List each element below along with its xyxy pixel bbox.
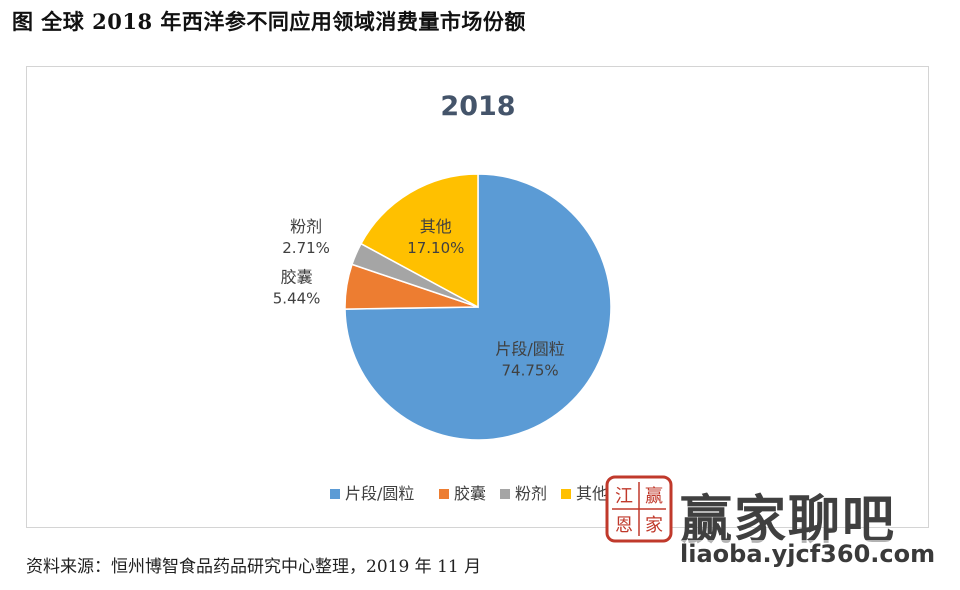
seal-char: 恩: [615, 515, 633, 536]
legend-swatch: [500, 489, 510, 499]
seal-char: 赢: [645, 485, 663, 507]
legend-label: 片段/圆粒: [345, 484, 414, 503]
chart-title: 2018: [440, 91, 515, 122]
legend-label: 其他: [576, 484, 608, 503]
watermark-url: liaoba.yjcf360.com: [680, 540, 936, 568]
legend-swatch: [561, 489, 571, 499]
chart-area: 2018 片段/圆粒 74.75% 胶囊 5.44% 粉剂 2.71% 其他 17.10% 片…: [26, 66, 929, 528]
slice-value-label: 74.75%: [501, 361, 558, 379]
slice-name-label: 粉剂: [290, 217, 322, 236]
slice-name-label: 其他: [420, 217, 452, 236]
slice-labels: 片段/圆粒 74.75% 胶囊 5.44% 粉剂 2.71% 其他 17.10%: [273, 217, 565, 379]
legend: 片段/圆粒 胶囊 粉剂 其他: [330, 484, 608, 503]
pie-slice: [360, 173, 479, 309]
source-note: 资料来源：恒州博智食品药品研究中心整理，2019 年 11 月: [26, 557, 482, 577]
slice-name-label: 片段/圆粒: [495, 339, 564, 358]
legend-label: 粉剂: [515, 484, 547, 503]
legend-swatch: [439, 489, 449, 499]
watermark: 江 赢 恩 家 赢家聊吧 liaoba.yjcf360.com: [604, 474, 949, 584]
slice-value-label: 5.44%: [273, 289, 321, 307]
slice-value-label: 17.10%: [407, 239, 464, 257]
figure-title: 图 全球 2018 年西洋参不同应用领域消费量市场份额: [12, 9, 526, 34]
slice-value-label: 2.71%: [282, 239, 330, 257]
seal-stamp-icon: 江 赢 恩 家: [605, 475, 673, 543]
slice-name-label: 胶囊: [281, 267, 313, 286]
pie-slices: [344, 173, 612, 441]
legend-label: 胶囊: [454, 484, 486, 503]
seal-char: 家: [645, 515, 663, 536]
seal-char: 江: [615, 486, 633, 507]
pie-chart: 2018 片段/圆粒 74.75% 胶囊 5.44% 粉剂 2.71% 其他 17.10% 片…: [273, 91, 612, 503]
legend-swatch: [330, 489, 340, 499]
